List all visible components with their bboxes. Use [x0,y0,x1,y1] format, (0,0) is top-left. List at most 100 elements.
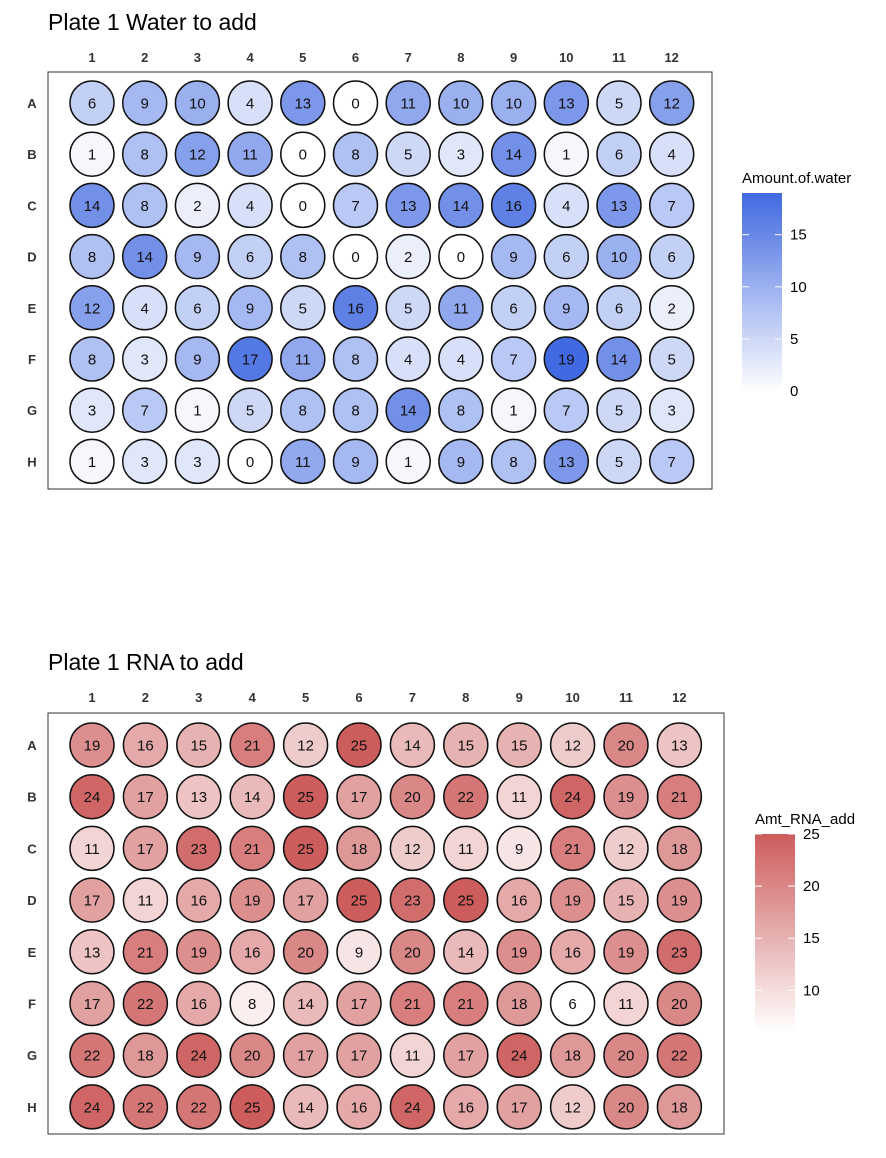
well [282,877,329,923]
well [336,722,382,768]
well-value: 20 [618,1099,635,1116]
well-value: 11 [295,454,311,471]
well [443,773,489,820]
well [603,980,649,1027]
well-value: 18 [671,841,688,858]
well-value: 9 [141,96,149,113]
column-label: 11 [612,50,626,65]
well [596,285,642,331]
well-value: 3 [457,147,465,164]
well-value: 0 [457,249,465,266]
well-value: 16 [347,300,364,317]
well-value: 11 [511,789,527,806]
well-value: 16 [137,738,154,755]
well-value: 14 [84,198,101,215]
column-label: 1 [88,690,95,705]
well-value: 14 [297,1099,314,1116]
well [656,1032,703,1078]
well-value: 6 [668,249,676,266]
well [174,233,221,280]
well [543,233,590,280]
well [69,80,115,126]
well-value: 17 [351,1048,368,1065]
row-label: D [27,250,36,265]
row-label: D [27,893,36,908]
well-value: 10 [453,96,470,113]
well [490,233,537,280]
well [280,336,326,382]
well-value: 12 [189,147,206,164]
column-label: 12 [672,690,686,705]
well-value: 4 [562,198,570,215]
column-label: 2 [141,50,148,65]
well [227,336,273,382]
well [332,182,379,229]
well [389,980,436,1027]
well-value: 6 [193,300,201,317]
well-value: 16 [351,1099,368,1116]
well-value: 5 [299,300,307,317]
well [227,285,273,331]
well-value: 13 [671,738,688,755]
well-value: 11 [242,147,258,164]
well [438,182,484,229]
well [176,1084,222,1130]
well-value: 25 [457,893,474,910]
well [603,1084,649,1130]
well [389,1032,436,1078]
well-value: 12 [663,96,680,113]
well-value: 20 [297,944,314,961]
well-value: 17 [457,1048,474,1065]
well [229,773,275,820]
legend-title: Amt_RNA_add [755,811,855,828]
well-value: 13 [294,96,311,113]
row-label: C [27,198,37,213]
well [385,387,431,433]
well-value: 7 [509,352,517,369]
legend-title: Amount.of.water [742,170,851,187]
well [69,1032,115,1078]
well-value: 8 [248,996,256,1013]
well-value: 17 [351,996,368,1013]
chart-title: Plate 1 Water to add [48,9,257,35]
well-value: 16 [190,893,207,910]
well [69,336,115,382]
well [656,877,703,923]
well-value: 6 [568,996,576,1013]
well [543,285,590,331]
well [385,336,431,382]
legend-colorbar [755,834,795,1032]
well [336,1032,382,1078]
well [549,825,596,872]
well-value: 1 [193,403,201,420]
well-value: 7 [141,403,149,420]
well [496,980,542,1027]
well [490,336,537,382]
well [496,929,542,975]
well [389,722,436,768]
well-value: 9 [509,249,517,266]
well-value: 9 [193,249,201,266]
well [332,285,379,331]
well [490,438,537,485]
well-value: 0 [351,249,359,266]
well-value: 17 [137,789,154,806]
well-value: 17 [297,893,314,910]
legend-tick-label: 10 [790,279,807,296]
well-value: 12 [564,738,581,755]
well [280,387,326,433]
well-value: 4 [246,198,254,215]
well-value: 17 [84,996,101,1013]
well-value: 24 [190,1048,207,1065]
well-value: 14 [400,403,417,420]
well [656,929,703,975]
well-value: 20 [244,1048,261,1065]
well [122,1084,169,1130]
well [282,980,329,1027]
well-value: 0 [246,454,254,471]
row-label: H [27,1100,36,1115]
well [438,387,484,433]
well-value: 24 [404,1099,421,1116]
well-value: 4 [668,147,676,164]
well [596,387,642,433]
